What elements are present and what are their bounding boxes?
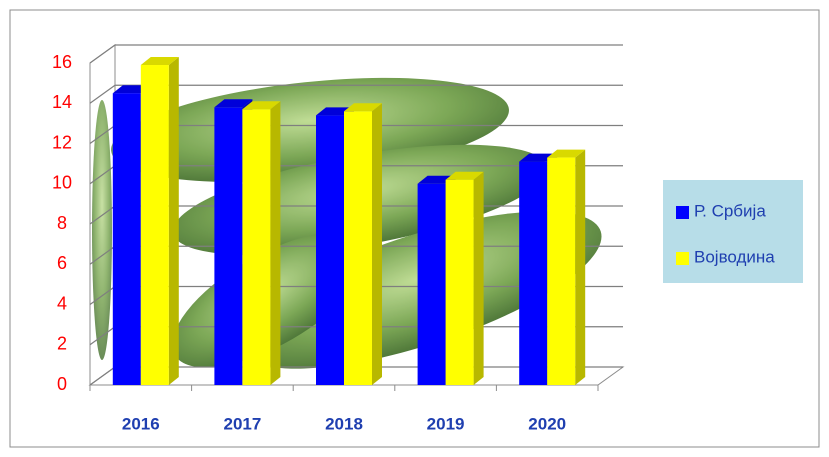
bar — [445, 179, 474, 385]
bar-side — [372, 103, 382, 386]
y-tick-label: 0 — [57, 374, 67, 394]
bar — [214, 107, 243, 386]
bar-top — [214, 99, 253, 108]
y-tick-label: 14 — [52, 92, 72, 112]
bar-side — [575, 149, 586, 385]
bar-top — [344, 103, 382, 112]
bar-top — [547, 149, 586, 158]
y-tick-label: 16 — [52, 52, 72, 72]
y-tick-label: 10 — [52, 173, 72, 193]
bar — [316, 115, 344, 385]
bar-top — [445, 171, 484, 180]
grid-line — [89, 44, 623, 64]
bar — [417, 183, 446, 385]
bar-top — [242, 101, 281, 110]
legend-marker — [676, 206, 689, 219]
grid-line — [89, 84, 623, 104]
y-tick-label: 2 — [57, 334, 67, 354]
y-tick-label: 12 — [52, 132, 72, 152]
legend-label: Р. Србија — [694, 201, 766, 220]
bar — [344, 111, 372, 386]
plot-area: 0 2 4 6 8 10 12 14 16 2016 2017 2018 2019 2020 — [52, 44, 625, 433]
bar — [547, 157, 576, 385]
bar — [140, 65, 169, 385]
legend-box — [663, 180, 803, 283]
bar — [242, 109, 271, 385]
x-tick-label: 2020 — [528, 414, 566, 433]
x-tick-label: 2018 — [325, 414, 363, 433]
bar-side — [270, 101, 281, 385]
y-tick-label: 8 — [57, 213, 67, 233]
legend-marker — [676, 252, 689, 265]
bar-top — [140, 57, 179, 66]
y-tick-label: 6 — [57, 253, 67, 273]
x-tick-label: 2016 — [122, 414, 160, 433]
y-tick-label: 4 — [57, 293, 67, 313]
x-tick-label: 2019 — [427, 414, 465, 433]
x-tick-label: 2017 — [223, 414, 261, 433]
bar-side — [168, 57, 179, 385]
bar-side — [473, 171, 484, 385]
bar — [519, 161, 548, 385]
legend-label: Војводина — [694, 247, 775, 266]
bar — [112, 93, 141, 385]
legend: Р. Србија Војводина — [676, 201, 775, 266]
